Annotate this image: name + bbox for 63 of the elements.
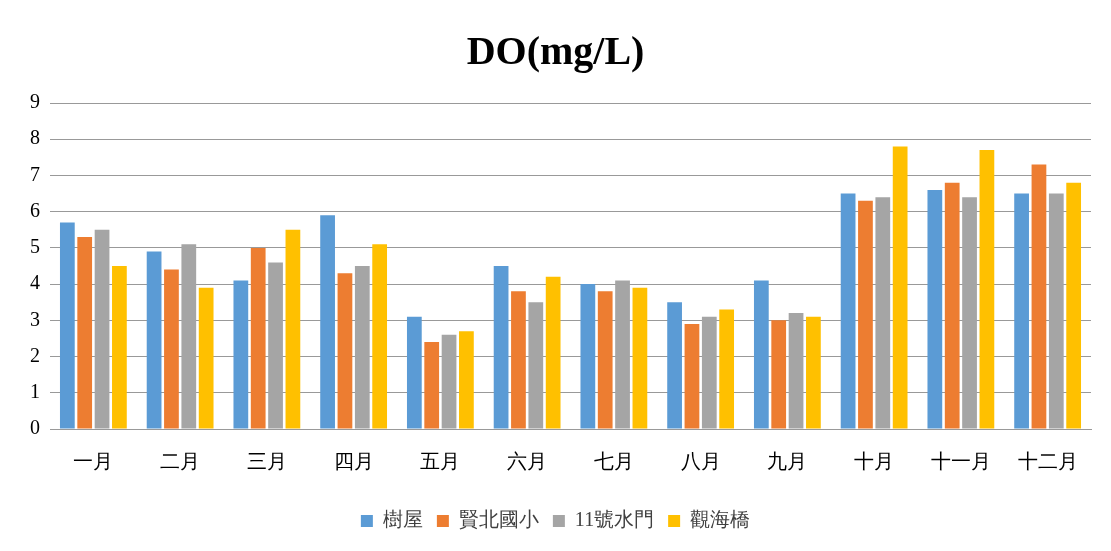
x-tick-label: 六月 (507, 450, 548, 473)
legend-label: 賢北國小 (458, 508, 539, 531)
chart-title: DO(mg/L) (466, 28, 645, 74)
y-tick-label: 9 (30, 90, 40, 113)
bar (892, 146, 908, 429)
bar (59, 222, 75, 429)
bar (1066, 182, 1082, 429)
bar (979, 150, 995, 429)
bar (858, 200, 873, 429)
bar (580, 284, 596, 429)
y-tick-label: 7 (30, 162, 40, 185)
y-tick-label: 8 (30, 126, 40, 149)
y-tick-label: 6 (30, 198, 40, 221)
x-tick-label: 十二月 (1017, 450, 1078, 473)
bar (944, 182, 960, 429)
y-tick-label: 5 (30, 235, 40, 258)
legend-label: 觀海橋 (690, 508, 751, 531)
x-tick-label: 七月 (593, 450, 634, 473)
bar (684, 323, 700, 429)
bar (806, 316, 821, 429)
y-tick-label: 1 (30, 380, 40, 403)
x-tick-label: 九月 (767, 450, 808, 473)
x-tick-label: 八月 (680, 450, 721, 473)
bar (372, 244, 388, 429)
bar (198, 287, 214, 429)
x-tick-label: 五月 (420, 450, 461, 473)
bar (164, 269, 179, 429)
bar (632, 287, 648, 429)
bar (424, 342, 440, 429)
bar (719, 309, 735, 429)
bar (493, 266, 509, 429)
bar (1031, 164, 1047, 429)
x-tick-label: 三月 (246, 450, 287, 473)
bar (1014, 193, 1029, 429)
bar (753, 280, 769, 429)
x-tick-label: 一月 (73, 450, 114, 473)
bar (927, 189, 943, 429)
bar (545, 276, 561, 429)
x-tick-label: 十一月 (930, 450, 991, 473)
x-tick-label: 四月 (333, 450, 374, 473)
bar (406, 316, 422, 429)
bar (112, 266, 127, 429)
bar (285, 229, 301, 429)
bar (459, 331, 474, 429)
legend-label: 樹屋 (382, 508, 423, 531)
y-tick-label: 3 (30, 307, 40, 330)
bar (250, 247, 266, 429)
bar (597, 291, 613, 429)
legend-label: 11號水門 (574, 508, 655, 531)
y-tick-label: 2 (30, 343, 40, 366)
bar (233, 280, 249, 429)
y-tick-label: 4 (30, 271, 40, 294)
x-tick-label: 十月 (854, 450, 895, 473)
y-tick-label: 0 (30, 416, 40, 439)
bar (146, 251, 162, 429)
bar (511, 291, 526, 429)
bar (840, 193, 856, 429)
bar (77, 237, 93, 429)
bar (337, 273, 353, 429)
bar (667, 302, 682, 429)
bar (320, 215, 335, 429)
x-tick-label: 二月 (160, 450, 201, 473)
bar (771, 320, 787, 429)
